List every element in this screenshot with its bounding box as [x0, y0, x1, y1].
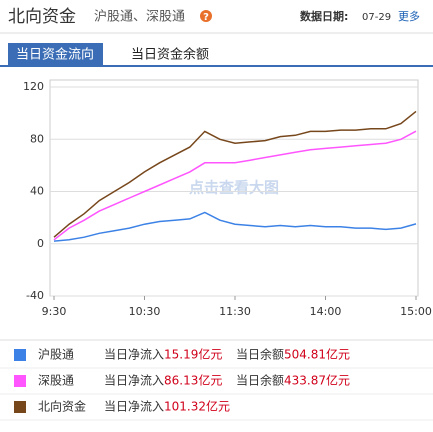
net-inflow: 86.13 — [164, 374, 198, 388]
y-tick-label: 40 — [30, 185, 44, 198]
date-label: 数据日期: — [300, 9, 348, 23]
series-line — [53, 130, 417, 241]
x-tick-label: 9:30 — [42, 305, 67, 318]
tab[interactable]: 当日资金余额 — [131, 47, 209, 63]
x-tick-label: 11:30 — [219, 305, 251, 318]
legend-swatch — [14, 349, 26, 361]
x-tick-label: 15:00 — [400, 305, 432, 318]
unit: 亿元 — [198, 373, 222, 388]
x-tick-label: 14:00 — [310, 305, 342, 318]
header-title: 北向资金 — [8, 7, 76, 27]
net-inflow: 15.19 — [164, 348, 198, 362]
y-tick-label: -40 — [26, 289, 44, 302]
net-label: 当日净流入 — [104, 400, 164, 414]
x-tick-label: 10:30 — [129, 305, 161, 318]
net-label: 当日净流入 — [104, 374, 164, 388]
watermark[interactable]: 点击查看大图 — [189, 179, 279, 197]
legend-name: 沪股通 — [38, 348, 74, 362]
more-link[interactable]: 更多 — [398, 9, 420, 23]
unit: 亿元 — [198, 347, 222, 362]
balance: 504.81 — [284, 348, 326, 362]
balance-label: 当日余额 — [236, 347, 284, 362]
net-inflow: 101.32 — [164, 400, 206, 414]
legend-name: 北向资金 — [38, 399, 86, 414]
balance: 433.87 — [284, 374, 326, 388]
header-subtitle: 沪股通、深股通 — [94, 9, 185, 25]
date: 07-29 — [362, 12, 391, 23]
y-tick-label: 120 — [23, 80, 44, 93]
balance-label: 当日余额 — [236, 373, 284, 388]
legend-swatch — [14, 375, 26, 387]
tab-active[interactable] — [8, 43, 103, 66]
unit: 亿元 — [206, 399, 230, 414]
help-text[interactable]: ? — [203, 12, 209, 23]
series-line — [53, 211, 417, 242]
y-tick-label: 0 — [37, 237, 44, 250]
unit: 亿元 — [326, 347, 350, 362]
tab[interactable]: 当日资金流向 — [16, 47, 94, 63]
unit: 亿元 — [326, 373, 350, 388]
help-icon[interactable] — [200, 10, 212, 22]
series-line — [53, 110, 417, 238]
legend-name: 深股通 — [38, 374, 74, 388]
y-tick-label: 80 — [30, 132, 44, 145]
legend-swatch — [14, 401, 26, 413]
net-label: 当日净流入 — [104, 348, 164, 362]
